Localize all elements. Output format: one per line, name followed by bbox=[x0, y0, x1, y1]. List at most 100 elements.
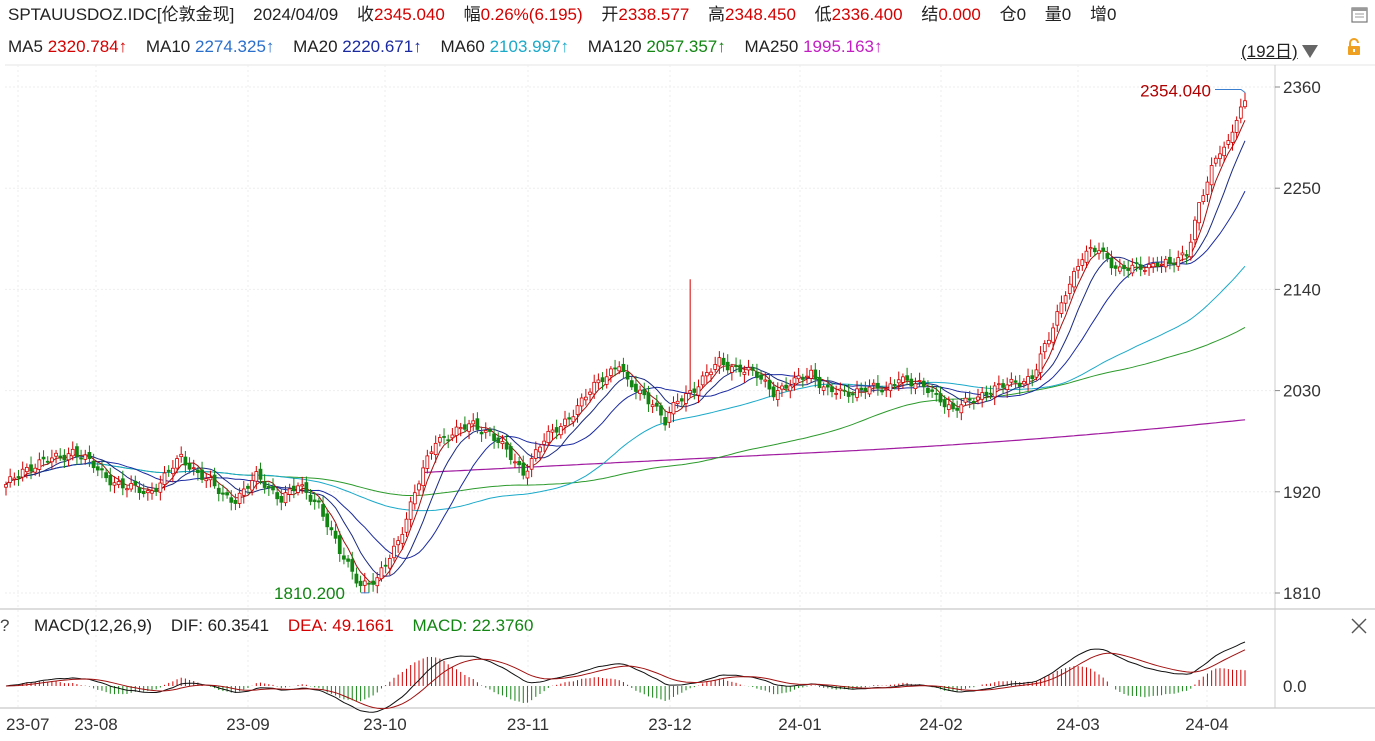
cycle-dropdown[interactable]: (192日) bbox=[1241, 37, 1318, 62]
candle-body bbox=[863, 387, 868, 392]
candle-body bbox=[988, 392, 993, 395]
change-value: 0.26%(6.195) bbox=[480, 5, 583, 24]
candle-body bbox=[204, 478, 209, 482]
candle-body bbox=[254, 471, 259, 482]
candle-body bbox=[250, 480, 254, 491]
candle-body bbox=[100, 468, 104, 471]
candle-body bbox=[859, 387, 864, 391]
candle-body bbox=[37, 459, 42, 470]
candle-body bbox=[905, 375, 909, 381]
open-value: 2338.577 bbox=[618, 5, 690, 24]
candle-body bbox=[967, 398, 972, 401]
ma10-value: 2274.325↑ bbox=[195, 37, 275, 56]
ma10-line bbox=[5, 140, 1246, 577]
volume-value: 0 bbox=[1061, 5, 1072, 24]
ma60-value: 2103.997↑ bbox=[489, 37, 569, 56]
high-label: 高 bbox=[708, 5, 726, 24]
y-tick-label: 1920 bbox=[1283, 483, 1321, 502]
ma20-label[interactable]: MA20 bbox=[293, 37, 338, 56]
macd-title[interactable]: MACD(12,26,9) bbox=[34, 616, 153, 635]
candle-body bbox=[763, 379, 768, 382]
candle-body bbox=[533, 449, 538, 459]
candle-body bbox=[855, 388, 859, 398]
candle-body bbox=[433, 442, 438, 455]
candle-body bbox=[158, 482, 163, 493]
candle-body bbox=[800, 376, 805, 380]
candle-body bbox=[1155, 262, 1160, 267]
y-tick-label: 2030 bbox=[1283, 382, 1321, 401]
candle-body bbox=[333, 530, 338, 539]
candle-body bbox=[262, 481, 267, 488]
candle-body bbox=[1138, 264, 1143, 270]
ma250-value: 1995.163↑ bbox=[803, 37, 883, 56]
candle-body bbox=[412, 492, 417, 505]
ma5-label[interactable]: MA5 bbox=[8, 37, 43, 56]
candle-body bbox=[646, 392, 651, 405]
candle-body bbox=[83, 454, 88, 460]
candle-body bbox=[921, 380, 926, 388]
symbol-name[interactable]: SPTAUUSDOZ.IDC[伦敦金现] bbox=[8, 5, 235, 24]
candle-body bbox=[1209, 165, 1214, 186]
candle-body bbox=[58, 455, 63, 458]
y-tick-label: 2360 bbox=[1283, 78, 1321, 97]
candle-body bbox=[679, 398, 684, 402]
ma250-label[interactable]: MA250 bbox=[744, 37, 799, 56]
candle-body bbox=[567, 417, 572, 420]
window-icon[interactable] bbox=[1351, 7, 1368, 23]
x-tick-label: 24-03 bbox=[1056, 715, 1099, 734]
candle-body bbox=[1201, 195, 1206, 202]
candle-body bbox=[738, 364, 743, 373]
candle-body bbox=[604, 376, 609, 385]
lock-icon[interactable] bbox=[1346, 38, 1362, 56]
candle-body bbox=[942, 399, 947, 408]
candle-body bbox=[842, 389, 847, 392]
candle-body bbox=[1084, 250, 1089, 263]
candle-body bbox=[496, 437, 501, 443]
candle-body bbox=[909, 378, 914, 387]
candle-body bbox=[584, 396, 588, 401]
close-value: 2345.040 bbox=[373, 5, 445, 24]
candle-body bbox=[296, 485, 300, 493]
candle-body bbox=[1026, 376, 1030, 385]
candle-body bbox=[1147, 263, 1151, 269]
candle-body bbox=[187, 462, 192, 470]
candle-body bbox=[788, 385, 793, 392]
candle-body bbox=[1234, 119, 1239, 133]
candle-body bbox=[196, 469, 200, 474]
candle-body bbox=[579, 397, 584, 407]
x-tick-label: 23-09 bbox=[226, 715, 269, 734]
candle-body bbox=[784, 384, 788, 389]
candle-body bbox=[684, 393, 688, 404]
candle-body bbox=[1047, 339, 1051, 345]
candle-body bbox=[154, 487, 159, 492]
candle-body bbox=[54, 452, 58, 457]
candle-body bbox=[721, 357, 726, 366]
candle-body bbox=[746, 367, 751, 371]
candle-body bbox=[892, 384, 897, 386]
low-annotation: 1810.200 bbox=[274, 584, 345, 603]
candle-body bbox=[229, 497, 234, 503]
candle-body bbox=[271, 486, 275, 491]
candle-body bbox=[325, 513, 330, 528]
candle-body bbox=[508, 446, 513, 460]
candle-body bbox=[75, 446, 79, 457]
candle-body bbox=[216, 487, 221, 494]
help-icon[interactable]: ? bbox=[0, 616, 10, 635]
candle-body bbox=[971, 401, 976, 404]
candle-body bbox=[1005, 384, 1010, 390]
candle-body bbox=[642, 389, 647, 396]
candle-body bbox=[425, 455, 430, 469]
candle-body bbox=[392, 545, 396, 559]
candle-body bbox=[613, 367, 617, 370]
ma120-label[interactable]: MA120 bbox=[587, 37, 642, 56]
ma10-label[interactable]: MA10 bbox=[145, 37, 191, 56]
candle-body bbox=[917, 380, 922, 382]
close-icon[interactable] bbox=[1350, 617, 1368, 635]
candle-body bbox=[809, 369, 814, 379]
x-tick-label: 23-07 bbox=[6, 715, 49, 734]
candle-body bbox=[834, 392, 839, 395]
candle-body bbox=[1097, 250, 1101, 254]
candle-body bbox=[33, 467, 38, 473]
ma60-label[interactable]: MA60 bbox=[440, 37, 485, 56]
